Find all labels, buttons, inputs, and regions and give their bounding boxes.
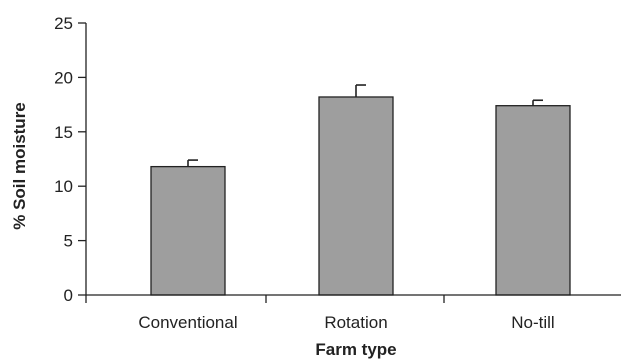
- x-axis-title: Farm type: [315, 340, 396, 359]
- bar-no-till: [495, 105, 571, 296]
- y-tick-label: 10: [54, 177, 73, 196]
- x-axis: Conventional Rotation No-till: [85, 294, 621, 332]
- bar-conventional: [150, 165, 226, 296]
- y-tick-label: 25: [54, 14, 73, 33]
- y-tick-label: 15: [54, 123, 73, 142]
- y-axis-title: % Soil moisture: [10, 102, 29, 230]
- bar-rotation: [318, 96, 394, 296]
- y-tick-label: 5: [64, 232, 73, 251]
- error-bars-layer: [187, 84, 543, 167]
- bars-layer: [150, 96, 571, 296]
- y-tick-label: 0: [64, 286, 73, 305]
- y-tick-label: 20: [54, 68, 73, 87]
- y-axis: 0 5 10 15 20 25: [54, 14, 87, 305]
- x-tick-label: No-till: [511, 313, 554, 332]
- x-tick-label: Conventional: [138, 313, 237, 332]
- x-tick-label: Rotation: [324, 313, 387, 332]
